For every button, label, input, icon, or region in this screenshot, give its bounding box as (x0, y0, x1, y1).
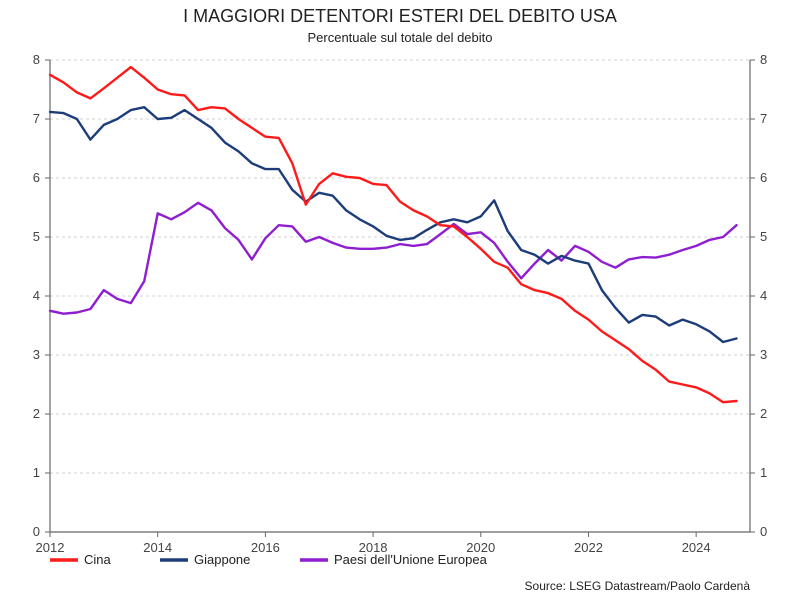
x-tick-label: 2022 (574, 540, 603, 555)
y-tick-label-right: 1 (760, 465, 767, 480)
x-tick-label: 2012 (36, 540, 65, 555)
y-tick-label-right: 8 (760, 52, 767, 67)
source-label: Source: LSEG Datastream/Paolo Cardenà (525, 579, 751, 593)
chart-svg: I MAGGIORI DETENTORI ESTERI DEL DEBITO U… (0, 0, 800, 600)
y-tick-label-left: 5 (33, 229, 40, 244)
y-tick-label-left: 0 (33, 524, 40, 539)
y-tick-label-left: 8 (33, 52, 40, 67)
y-tick-label-left: 1 (33, 465, 40, 480)
legend-label: Paesi dell'Unione Europea (334, 552, 488, 567)
y-tick-label-right: 2 (760, 406, 767, 421)
chart-container: I MAGGIORI DETENTORI ESTERI DEL DEBITO U… (0, 0, 800, 600)
y-tick-label-right: 7 (760, 111, 767, 126)
legend-label: Cina (84, 552, 112, 567)
y-tick-label-left: 4 (33, 288, 40, 303)
y-tick-label-left: 6 (33, 170, 40, 185)
y-tick-label-right: 0 (760, 524, 767, 539)
y-tick-label-right: 5 (760, 229, 767, 244)
chart-title: I MAGGIORI DETENTORI ESTERI DEL DEBITO U… (183, 6, 617, 26)
y-tick-label-right: 4 (760, 288, 767, 303)
x-tick-label: 2016 (251, 540, 280, 555)
y-tick-label-right: 6 (760, 170, 767, 185)
x-tick-label: 2014 (143, 540, 172, 555)
x-tick-label: 2024 (682, 540, 711, 555)
y-tick-label-left: 7 (33, 111, 40, 126)
y-tick-label-left: 3 (33, 347, 40, 362)
y-tick-label-left: 2 (33, 406, 40, 421)
legend-label: Giappone (194, 552, 250, 567)
chart-subtitle: Percentuale sul totale del debito (307, 30, 492, 45)
y-tick-label-right: 3 (760, 347, 767, 362)
